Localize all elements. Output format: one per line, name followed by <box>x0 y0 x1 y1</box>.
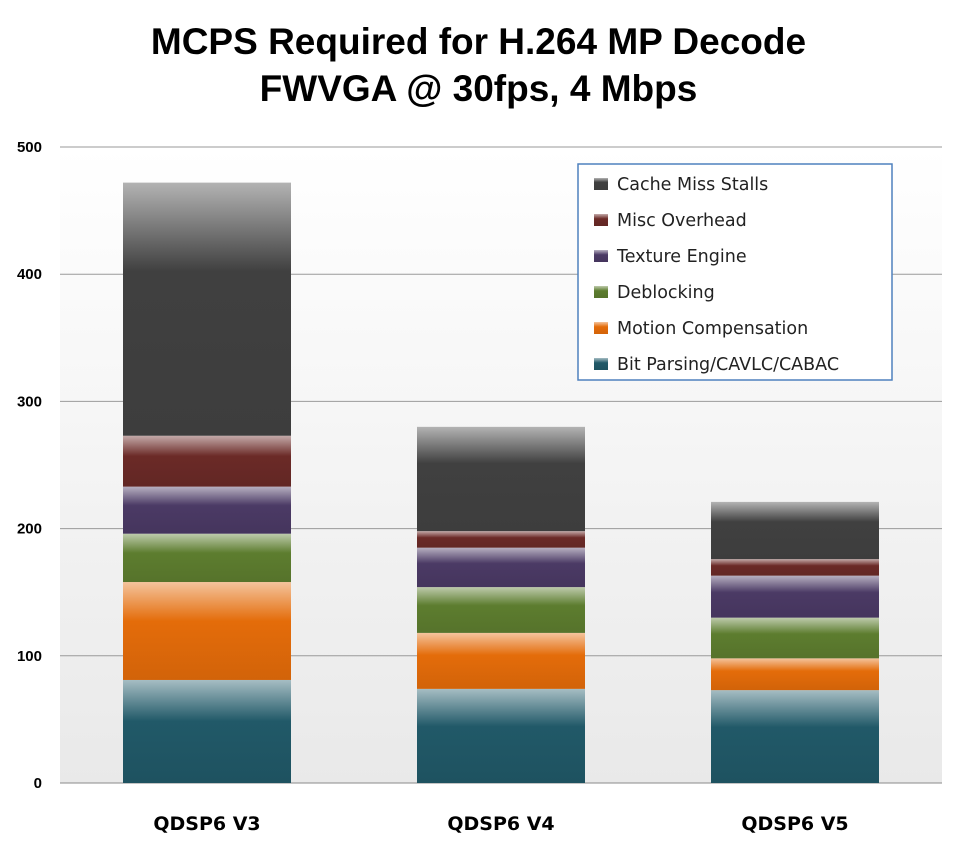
y-tick-label: 500 <box>17 139 42 156</box>
y-tick-label: 100 <box>17 648 42 665</box>
legend-label-motion-compensation: Motion Compensation <box>617 319 808 339</box>
chart-title-line-1: MCPS Required for H.264 MP Decode <box>150 21 807 62</box>
legend-swatch-motion-compensation <box>594 322 608 334</box>
bar-segment-texture-engine-qdsp6-v4 <box>417 547 585 588</box>
bar-segment-motion-compensation-qdsp6-v5 <box>711 658 879 691</box>
chart-title-line-2: FWVGA @ 30fps, 4 Mbps <box>259 68 698 109</box>
bar-segment-bit-parsing-cavlc-cabac-qdsp6-v3 <box>123 679 291 783</box>
legend-label-bit-parsing-cavlc-cabac: Bit Parsing/CAVLC/CABAC <box>617 355 839 375</box>
legend-swatch-texture-engine <box>594 250 608 262</box>
bar-segment-deblocking-qdsp6-v4 <box>417 587 585 633</box>
legend-label-cache-miss-stalls: Cache Miss Stalls <box>617 175 768 195</box>
x-tick-label: QDSP6 V5 <box>741 813 848 835</box>
legend-label-deblocking: Deblocking <box>617 283 715 303</box>
bar-segment-motion-compensation-qdsp6-v3 <box>123 582 291 680</box>
legend-swatch-bit-parsing-cavlc-cabac <box>594 358 608 370</box>
y-axis-ticks: 0 100 200 300 400 500 <box>17 139 42 792</box>
y-tick-label: 300 <box>17 393 42 410</box>
bar-segment-bit-parsing-cavlc-cabac-qdsp6-v4 <box>417 688 585 783</box>
legend-label-misc-overhead: Misc Overhead <box>617 211 747 231</box>
x-tick-label: QDSP6 V4 <box>447 813 554 835</box>
y-tick-label: 400 <box>17 266 42 283</box>
bar-segment-cache-miss-stalls-qdsp6-v4 <box>417 426 585 532</box>
legend-swatch-deblocking <box>594 286 608 298</box>
legend-box <box>577 163 893 381</box>
legend-swatch-cache-miss-stalls <box>594 178 608 190</box>
bar-segment-deblocking-qdsp6-v3 <box>123 533 291 583</box>
bar-segment-cache-miss-stalls-qdsp6-v3 <box>123 182 291 436</box>
bars <box>123 182 879 783</box>
chart-title: MCPS Required for H.264 MP Decode FWVGA … <box>0 18 957 112</box>
x-tick-label: QDSP6 V3 <box>153 813 260 835</box>
bar-segment-texture-engine-qdsp6-v3 <box>123 486 291 534</box>
bar-segment-misc-overhead-qdsp6-v4 <box>417 531 585 548</box>
bar-segment-texture-engine-qdsp6-v5 <box>711 575 879 618</box>
legend-swatch-misc-overhead <box>594 214 608 226</box>
bar-segment-bit-parsing-cavlc-cabac-qdsp6-v5 <box>711 690 879 783</box>
bar-segment-deblocking-qdsp6-v5 <box>711 617 879 659</box>
y-tick-label: 0 <box>34 775 42 792</box>
legend: Cache Miss Stalls Misc Overhead Texture En… <box>577 163 893 381</box>
x-axis-labels: QDSP6 V3 QDSP6 V4 QDSP6 V5 <box>153 813 848 835</box>
legend-label-texture-engine: Texture Engine <box>616 247 747 267</box>
y-tick-label: 200 <box>17 521 42 538</box>
bar-segment-motion-compensation-qdsp6-v4 <box>417 632 585 689</box>
bar-segment-misc-overhead-qdsp6-v5 <box>711 559 879 576</box>
bar-segment-misc-overhead-qdsp6-v3 <box>123 435 291 487</box>
bar-segment-cache-miss-stalls-qdsp6-v5 <box>711 501 879 560</box>
